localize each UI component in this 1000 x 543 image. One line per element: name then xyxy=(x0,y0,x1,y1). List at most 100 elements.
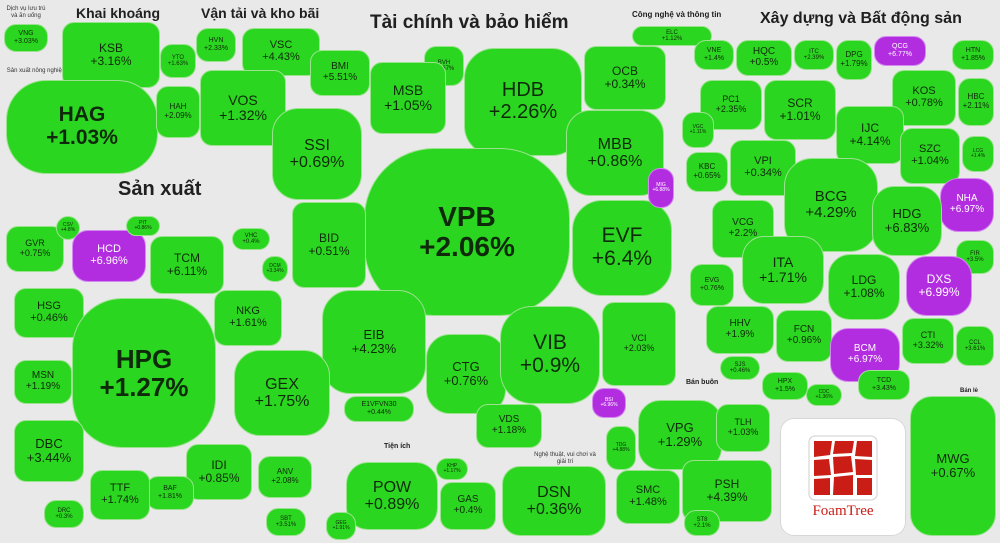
stock-tile[interactable]: TDG +4.88% xyxy=(606,426,636,470)
stock-tile[interactable]: CTG +0.76% xyxy=(426,334,506,414)
stock-tile[interactable]: SSI +0.69% xyxy=(272,108,362,200)
ticker-label: VOS xyxy=(228,91,258,108)
stock-tile[interactable]: CDC +1.36% xyxy=(806,384,842,406)
stock-tile[interactable]: PC1 +2.35% xyxy=(700,80,762,130)
stock-tile[interactable]: LDG +1.08% xyxy=(828,254,900,320)
ticker-label: PSH xyxy=(714,477,740,492)
stock-tile[interactable]: VNG +3.03% xyxy=(4,24,48,52)
ticker-label: VHC xyxy=(244,232,258,239)
stock-tile[interactable]: GEX +1.75% xyxy=(234,350,330,436)
stock-tile[interactable]: HVN +2.33% xyxy=(196,28,236,62)
stock-tile[interactable]: VOS +1.32% xyxy=(200,70,286,146)
stock-tile[interactable]: HCD +6.96% xyxy=(72,230,146,282)
stock-tile[interactable]: DRC +0.3% xyxy=(44,500,84,528)
stock-tile[interactable]: HAH +2.09% xyxy=(156,86,200,138)
stock-tile[interactable]: HPX +1.5% xyxy=(762,372,808,400)
stock-tile[interactable]: QCG +6.77% xyxy=(874,36,926,66)
stock-tile[interactable]: VSC +4.43% xyxy=(242,28,320,76)
stock-tile[interactable]: BSI +6.96% xyxy=(592,388,626,418)
stock-tile[interactable]: MIG +6.88% xyxy=(648,168,674,208)
stock-tile[interactable]: MBB +0.86% xyxy=(566,110,664,196)
stock-tile[interactable]: ELC +1.12% xyxy=(632,26,712,46)
stock-tile[interactable]: HSG +0.46% xyxy=(14,288,84,338)
stock-tile[interactable]: VPB +2.06% xyxy=(364,148,570,316)
stock-tile[interactable]: EVG +0.76% xyxy=(690,264,734,306)
ticker-label: CSV xyxy=(62,221,74,228)
stock-tile[interactable]: NHA +6.97% xyxy=(940,178,994,232)
stock-tile[interactable]: E1VFVN30 +0.44% xyxy=(344,396,414,422)
stock-tile[interactable]: POW +0.89% xyxy=(346,462,438,530)
stock-tile[interactable]: ANV +2.08% xyxy=(258,456,312,498)
stock-tile[interactable]: GVR +0.75% xyxy=(6,226,64,272)
stock-tile[interactable]: DSN +0.36% xyxy=(502,466,606,536)
stock-tile[interactable]: SJS +0.46% xyxy=(720,356,760,380)
stock-tile[interactable]: YTO +1.63% xyxy=(160,44,196,78)
stock-tile[interactable]: TTF +1.74% xyxy=(90,470,150,520)
stock-tile[interactable]: KHP +1.17% xyxy=(436,458,468,480)
stock-tile[interactable]: SBT +3.51% xyxy=(266,508,306,536)
stock-tile[interactable]: MWG +0.67% xyxy=(910,396,996,536)
ticker-label: PIT xyxy=(139,219,147,226)
stock-tile[interactable]: SZC +1.04% xyxy=(900,128,960,184)
stock-tile[interactable]: CTI +3.32% xyxy=(902,318,954,364)
change-label: +0.69% xyxy=(289,154,345,171)
stock-tile[interactable]: DXS +6.99% xyxy=(906,256,972,316)
change-label: +0.76% xyxy=(443,373,489,388)
stock-tile[interactable]: VIB +0.9% xyxy=(500,306,600,404)
stock-tile[interactable]: VPI +0.34% xyxy=(730,140,796,196)
stock-tile[interactable]: HPG +1.27% xyxy=(72,298,216,448)
stock-tile[interactable]: HBC +2.11% xyxy=(958,78,994,126)
stock-tile[interactable]: CCL +3.61% xyxy=(956,326,994,366)
stock-tile[interactable]: ITA +1.71% xyxy=(742,236,824,304)
stock-tile[interactable]: LCG +1.4% xyxy=(962,136,994,172)
stock-tile[interactable]: EIB +4.23% xyxy=(322,290,426,394)
stock-tile[interactable]: VPG +1.29% xyxy=(638,400,722,470)
stock-tile[interactable]: HDG +6.83% xyxy=(872,186,942,256)
stock-tile[interactable]: EVF +6.4% xyxy=(572,200,672,296)
stock-tile[interactable]: DBC +3.44% xyxy=(14,420,84,482)
stock-tile[interactable]: NKG +1.61% xyxy=(214,290,282,346)
group-title-tien-ich: Tiện ích xyxy=(384,443,411,450)
change-label: +6.11% xyxy=(166,264,208,278)
stock-tile[interactable]: IDI +0.85% xyxy=(186,444,252,500)
stock-tile[interactable]: KBC +0.65% xyxy=(686,152,728,192)
stock-tile[interactable]: ST8 +2.1% xyxy=(684,510,720,536)
stock-tile[interactable]: HQC +0.5% xyxy=(736,40,792,76)
stock-tile[interactable]: KSB +3.16% xyxy=(62,22,160,88)
stock-tile[interactable]: OCB +0.34% xyxy=(584,46,666,110)
stock-tile[interactable]: VDS +1.18% xyxy=(476,404,542,448)
change-label: +1.5% xyxy=(774,386,796,393)
stock-tile[interactable]: TLH +1.03% xyxy=(716,404,770,452)
stock-tile[interactable]: VGC +1.11% xyxy=(682,112,714,148)
stock-tile[interactable]: TCD +3.43% xyxy=(858,370,910,400)
stock-tile[interactable]: FCN +0.96% xyxy=(776,310,832,362)
stock-tile[interactable]: BMI +5.51% xyxy=(310,50,370,96)
stock-tile[interactable]: IJC +4.14% xyxy=(836,106,904,164)
stock-tile[interactable]: TCM +6.11% xyxy=(150,236,224,294)
ticker-label: BCM xyxy=(853,343,877,355)
stock-tile[interactable]: BAF +1.81% xyxy=(146,476,194,510)
stock-tile[interactable]: MSN +1.19% xyxy=(14,360,72,404)
stock-tile[interactable]: HDB +2.26% xyxy=(464,48,582,156)
change-label: +1.04% xyxy=(911,155,949,167)
stock-tile[interactable]: GEG +1.91% xyxy=(326,512,356,540)
stock-tile[interactable]: HHV +1.9% xyxy=(706,306,774,354)
stock-tile[interactable]: BID +0.51% xyxy=(292,202,366,288)
ticker-label: HPX xyxy=(777,378,793,386)
stock-tile[interactable]: HTN +1.85% xyxy=(952,40,994,70)
stock-tile[interactable]: SMC +1.48% xyxy=(616,470,680,524)
stock-tile[interactable]: ITC +2.39% xyxy=(794,40,834,70)
stock-tile[interactable]: VNE +1.4% xyxy=(694,40,734,70)
stock-tile[interactable]: HAG +1.03% xyxy=(6,80,158,174)
stock-tile[interactable]: SCR +1.01% xyxy=(764,80,836,140)
stock-tile[interactable]: VHC +0.4% xyxy=(232,228,270,250)
stock-tile[interactable]: GAS +0.4% xyxy=(440,482,496,530)
change-label: +1.11% xyxy=(689,129,707,135)
stock-tile[interactable]: DCM +3.34% xyxy=(262,256,288,282)
stock-tile[interactable]: DPG +1.79% xyxy=(836,40,872,80)
stock-tile[interactable]: PIT +0.86% xyxy=(126,216,160,236)
stock-tile[interactable]: PSH +4.39% xyxy=(682,460,772,522)
stock-tile[interactable]: VCI +2.03% xyxy=(602,302,676,386)
stock-tile[interactable]: MSB +1.05% xyxy=(370,62,446,134)
group-title-tai-chinh: Tài chính và bảo hiểm xyxy=(370,12,569,33)
